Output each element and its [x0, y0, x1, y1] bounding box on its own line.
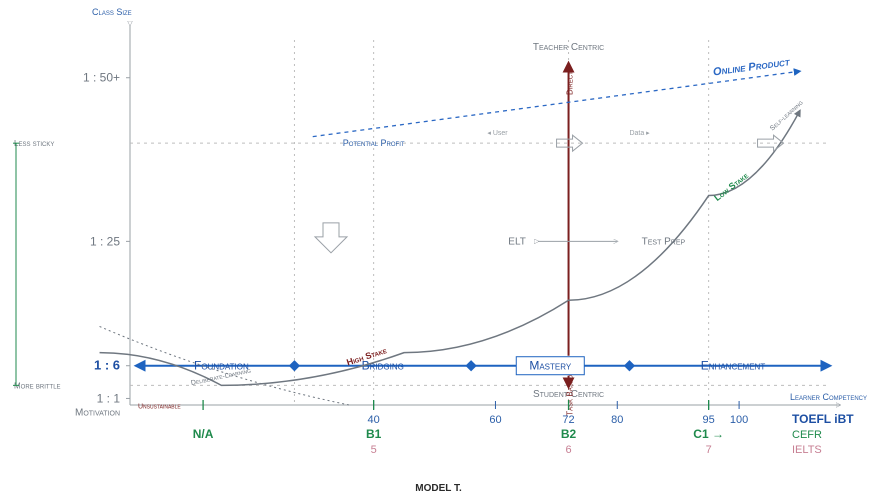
svg-text:Data ▸: Data ▸ [629, 130, 650, 137]
svg-text:Self-learning: Self-learning [769, 99, 805, 132]
svg-text:7: 7 [706, 444, 712, 456]
svg-text:B1: B1 [366, 427, 382, 441]
svg-text:6: 6 [565, 444, 571, 456]
svg-text:Mastery: Mastery [529, 359, 572, 373]
svg-text:IELTS: IELTS [792, 444, 822, 456]
svg-text:Less sticky: Less sticky [14, 139, 54, 148]
svg-text:5: 5 [371, 444, 377, 456]
svg-text:Online Product: Online Product [712, 56, 791, 78]
svg-text:N/A: N/A [193, 427, 214, 441]
svg-text:Test Prep: Test Prep [642, 236, 686, 247]
svg-text:Direct: Direct [566, 71, 575, 95]
svg-text:TOEFL iBT: TOEFL iBT [792, 412, 854, 426]
svg-text:More brittle: More brittle [14, 381, 61, 390]
stake-curve [100, 110, 800, 385]
svg-text:ELT: ELT [508, 236, 526, 247]
svg-text:CEFR: CEFR [792, 429, 822, 441]
svg-text:Low Stake: Low Stake [712, 170, 750, 203]
svg-text:72: 72 [562, 414, 574, 426]
svg-text:Motivation: Motivation [75, 408, 120, 419]
svg-text:60: 60 [489, 414, 501, 426]
svg-text:95: 95 [703, 414, 715, 426]
svg-text:Unsustainable: Unsustainable [138, 403, 181, 410]
svg-text:1 : 25: 1 : 25 [90, 234, 120, 248]
svg-text:40: 40 [368, 414, 380, 426]
svg-text:1 : 50+: 1 : 50+ [83, 71, 120, 85]
svg-text:100: 100 [730, 414, 748, 426]
svg-text:80: 80 [611, 414, 623, 426]
svg-text:Enhancement: Enhancement [701, 359, 766, 373]
svg-text:Potential Profit: Potential Profit [343, 138, 405, 148]
down-arrow-icon [315, 223, 347, 253]
svg-text:Teacher Centric: Teacher Centric [533, 42, 604, 53]
svg-text:Task Based: Task Based [566, 374, 575, 415]
svg-text:B2: B2 [561, 427, 577, 441]
y-axis-label: Class Size [92, 7, 132, 17]
svg-text:◂ User: ◂ User [487, 130, 508, 137]
footer-title: MODEL T. [415, 483, 462, 494]
x-axis-label: Learner Competency [790, 392, 867, 402]
svg-text:1 : 1: 1 : 1 [97, 391, 121, 405]
svg-text:C1 →: C1 → [693, 427, 724, 441]
svg-text:1 : 6: 1 : 6 [94, 358, 120, 373]
